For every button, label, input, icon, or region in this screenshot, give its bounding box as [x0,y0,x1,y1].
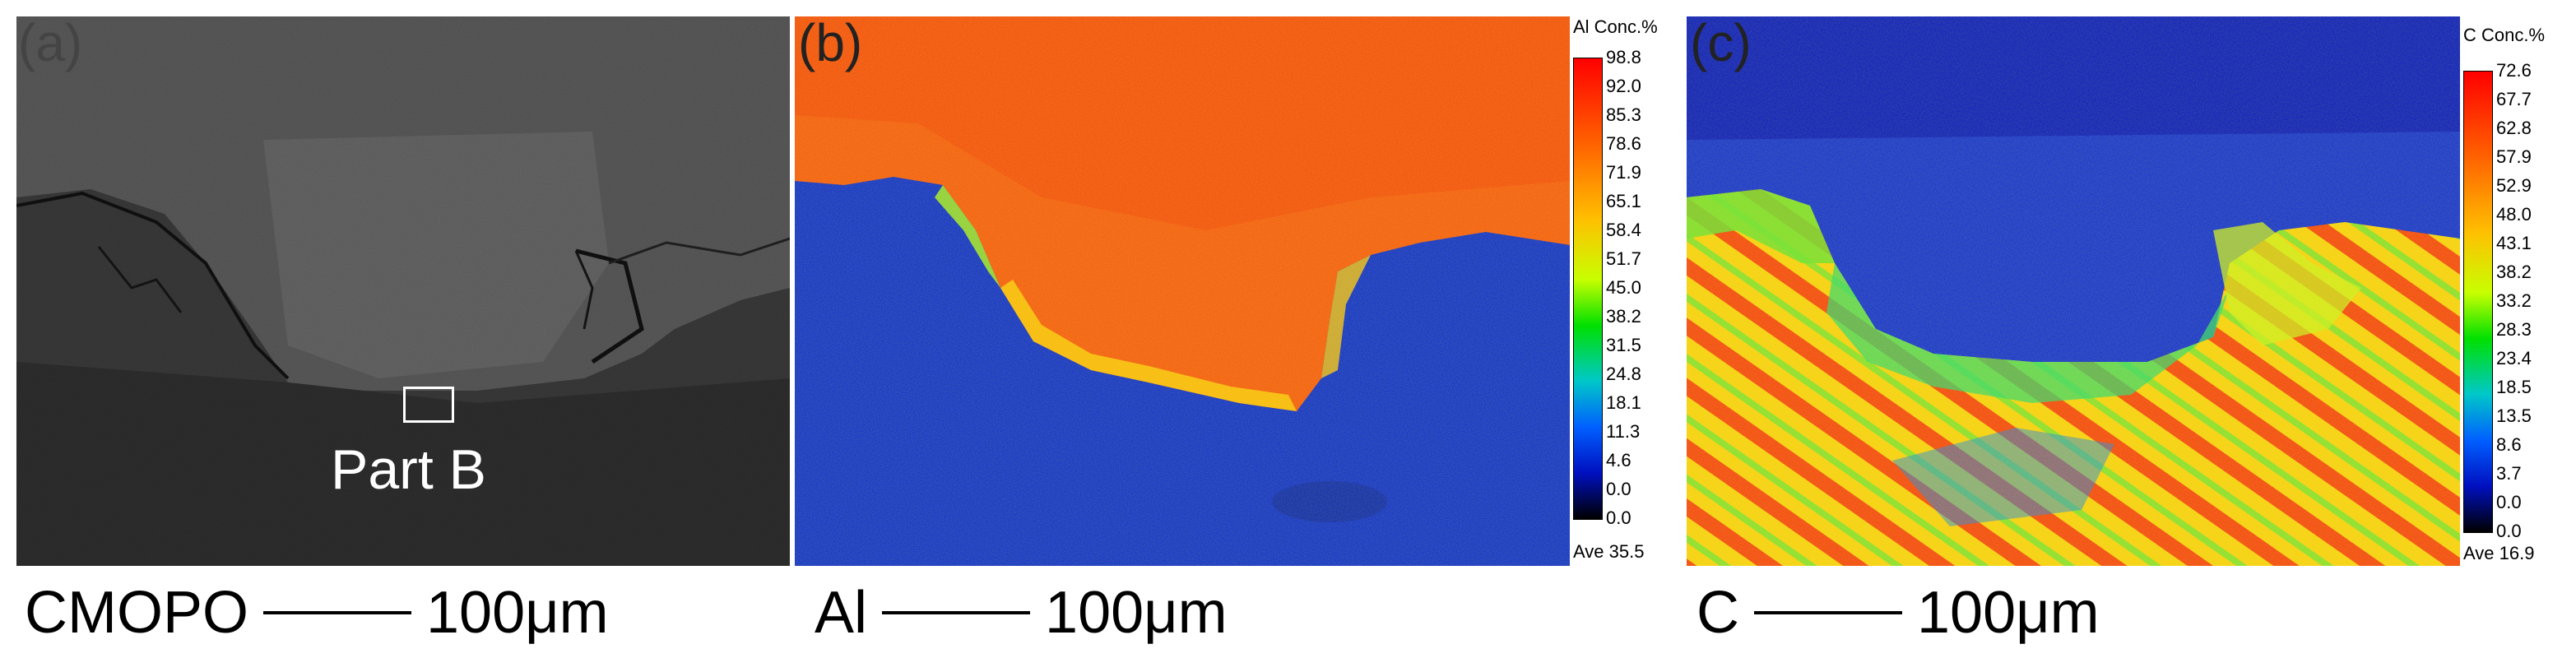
c-tick: 0.0 [2496,492,2522,512]
al-tick: 98.8 [1606,47,1641,67]
sem-image-panel-a: (a) Part B [16,16,790,566]
caption-b: Al 100μm [815,576,1228,650]
caption-b-label: Al [815,580,868,646]
al-tick: 71.9 [1606,162,1641,183]
al-tick: 78.6 [1606,133,1641,154]
al-tick: 58.4 [1606,220,1641,240]
c-tick: 52.9 [2496,175,2532,196]
al-map-panel-b: (b) [795,16,1570,566]
caption-c-label: C [1696,580,1739,646]
c-tick: 38.2 [2496,262,2532,282]
caption-a-label: CMOPO [25,580,249,646]
c-tick: 23.4 [2496,348,2532,368]
c-tick: 72.6 [2496,60,2532,81]
al-tick: 31.5 [1606,335,1641,355]
c-tick: 0.0 [2496,521,2522,541]
al-tick: 18.1 [1606,392,1641,413]
c-tick: 67.7 [2496,89,2532,109]
c-tick: 48.0 [2496,204,2532,225]
panel-letter-c: (c) [1690,16,1752,72]
c-colorbar-ticks: 72.6 67.7 62.8 57.9 52.9 48.0 43.1 38.2 … [2496,60,2546,541]
al-tick: 65.1 [1606,191,1641,211]
scale-a-text: 100μm [426,580,609,646]
c-tick: 13.5 [2496,405,2532,426]
al-tick: 0.0 [1606,479,1631,499]
caption-c: C 100μm [1696,576,2100,650]
al-tick: 0.0 [1606,507,1631,528]
al-concentration-map [795,16,1570,566]
c-colorbar-title: C Conc.% [2463,25,2546,45]
c-concentration-map [1687,16,2460,566]
al-tick: 51.7 [1606,248,1641,269]
c-map-panel-c: (c) [1687,16,2460,566]
al-tick: 85.3 [1606,104,1641,125]
c-colorbar [2463,71,2493,533]
al-colorbar-ticks: 98.8 92.0 85.3 78.6 71.9 65.1 58.4 51.7 … [1606,47,1655,528]
c-average: Ave 16.9 [2463,543,2535,563]
part-b-region-box [403,387,454,423]
c-tick: 43.1 [2496,233,2532,253]
caption-a: CMOPO 100μm [25,576,609,650]
al-tick: 11.3 [1606,421,1641,442]
part-b-label: Part B [331,438,486,501]
scale-c-text: 100μm [1917,580,2100,646]
c-tick: 3.7 [2496,463,2522,484]
scale-bar-b [882,611,1031,614]
c-tick: 28.3 [2496,319,2532,340]
al-colorbar-title: Al Conc.% [1573,16,1658,37]
al-tick: 45.0 [1606,277,1641,298]
c-tick: 62.8 [2496,118,2532,138]
panel-letter-b: (b) [798,16,863,72]
c-tick: 18.5 [2496,377,2532,397]
c-tick: 57.9 [2496,146,2532,167]
panel-letter-a: (a) [18,16,83,72]
sem-image [16,16,790,566]
scale-bar-c [1754,611,1902,614]
al-tick: 4.6 [1606,450,1631,470]
c-tick: 8.6 [2496,434,2522,455]
scale-bar-a [263,611,412,614]
al-tick: 92.0 [1606,76,1641,96]
al-tick: 38.2 [1606,306,1641,327]
al-tick: 24.8 [1606,364,1641,384]
c-tick: 33.2 [2496,290,2532,311]
al-colorbar [1573,58,1603,520]
scale-b-text: 100μm [1045,580,1228,646]
al-average: Ave 35.5 [1573,541,1645,562]
